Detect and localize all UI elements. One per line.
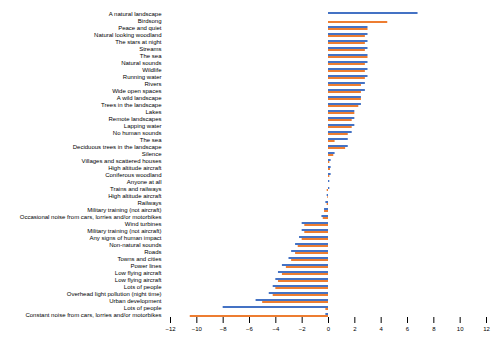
svg-text:The stars at night: The stars at night <box>115 39 162 45</box>
svg-text:Running water: Running water <box>123 74 162 80</box>
svg-text:Non-natural sounds: Non-natural sounds <box>109 242 161 248</box>
svg-text:Rivers: Rivers <box>144 81 161 87</box>
svg-text:Lakes: Lakes <box>145 109 161 115</box>
svg-text:Roads: Roads <box>144 249 161 255</box>
svg-text:Peace and quiet: Peace and quiet <box>118 25 162 31</box>
svg-text:Remote landscapes: Remote landscapes <box>108 116 161 122</box>
svg-text:Low flying aircraft: Low flying aircraft <box>115 277 162 283</box>
svg-text:Railways: Railways <box>137 200 161 206</box>
svg-text:−10: −10 <box>192 326 203 332</box>
svg-text:−2: −2 <box>299 326 307 332</box>
svg-text:The sea: The sea <box>140 53 162 59</box>
svg-text:Occasional noise from cars, lo: Occasional noise from cars, lorries and/… <box>20 214 162 220</box>
svg-text:4: 4 <box>379 326 383 332</box>
svg-text:Urban development: Urban development <box>109 298 162 304</box>
svg-text:6: 6 <box>406 326 410 332</box>
svg-text:−6: −6 <box>246 326 254 332</box>
svg-text:Villages and scattered houses: Villages and scattered houses <box>82 158 162 164</box>
svg-text:Natural looking woodland: Natural looking woodland <box>94 32 161 38</box>
svg-text:A natural landscape: A natural landscape <box>109 11 162 17</box>
svg-text:Coniferous woodland: Coniferous woodland <box>105 172 161 178</box>
svg-text:2: 2 <box>353 326 357 332</box>
svg-text:Wildlife: Wildlife <box>142 67 162 73</box>
svg-text:A wild landscape: A wild landscape <box>117 95 162 101</box>
svg-text:Wide open spaces: Wide open spaces <box>112 88 161 94</box>
svg-text:Trains and railways: Trains and railways <box>110 186 161 192</box>
svg-text:−8: −8 <box>220 326 228 332</box>
svg-text:Silence: Silence <box>142 151 162 157</box>
svg-text:−12: −12 <box>165 326 176 332</box>
svg-text:Low flying aircraft: Low flying aircraft <box>115 270 162 276</box>
svg-text:8: 8 <box>432 326 436 332</box>
svg-text:10: 10 <box>457 326 464 332</box>
svg-text:Any signs of human impact: Any signs of human impact <box>89 235 161 241</box>
svg-text:12: 12 <box>483 326 490 332</box>
svg-text:Military training (not aircraf: Military training (not aircraft) <box>87 228 161 234</box>
svg-text:Military training (not aircraf: Military training (not aircraft) <box>87 207 161 213</box>
svg-text:Deciduous trees in the landsca: Deciduous trees in the landscape <box>73 144 162 150</box>
svg-text:No human sounds: No human sounds <box>113 130 162 136</box>
svg-text:Lots of people: Lots of people <box>124 284 162 290</box>
svg-text:Towns and cities: Towns and cities <box>117 256 161 262</box>
svg-text:−4: −4 <box>272 326 280 332</box>
svg-text:The sea: The sea <box>140 137 162 143</box>
svg-text:Wind turbines: Wind turbines <box>125 221 162 227</box>
svg-text:Natural sounds: Natural sounds <box>121 60 161 66</box>
svg-text:Streams: Streams <box>139 46 161 52</box>
svg-text:Lots of people: Lots of people <box>124 305 162 311</box>
svg-text:Anyone at all: Anyone at all <box>127 179 162 185</box>
svg-text:High altitude aircraft: High altitude aircraft <box>108 193 162 199</box>
svg-text:Trees in the landscape: Trees in the landscape <box>101 102 162 108</box>
svg-text:Constant noise from cars, lorr: Constant noise from cars, lorries and/or… <box>25 312 161 318</box>
svg-text:Lapping water: Lapping water <box>124 123 162 129</box>
svg-text:0: 0 <box>327 326 331 332</box>
svg-text:Birdsong: Birdsong <box>138 18 162 24</box>
svg-text:Power lines: Power lines <box>130 263 161 269</box>
svg-text:Overhead light pollution (nigh: Overhead light pollution (night time) <box>67 291 162 297</box>
svg-text:High altitude aircraft: High altitude aircraft <box>108 165 162 171</box>
